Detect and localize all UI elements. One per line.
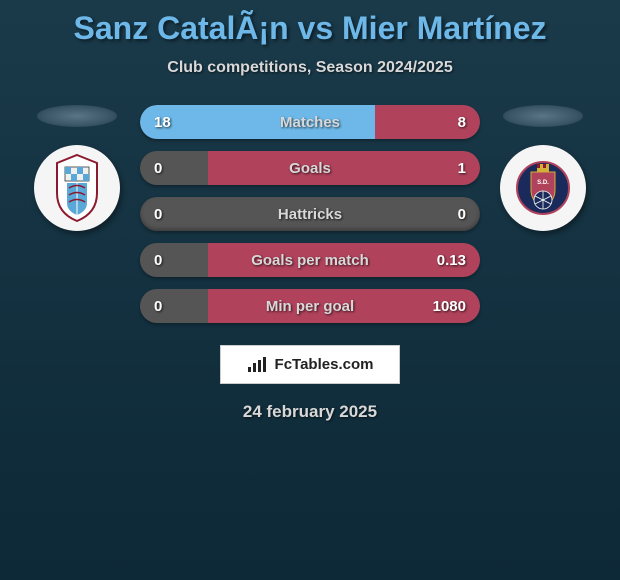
date-label: 24 february 2025	[0, 402, 620, 422]
svg-text:S.D.: S.D.	[537, 180, 549, 186]
stat-bar: 0 Min per goal 1080	[140, 289, 480, 323]
attribution-row: FcTables.com	[0, 345, 620, 384]
subtitle: Club competitions, Season 2024/2025	[0, 59, 620, 77]
main-row: 18 Matches 8 0 Goals 1 0 Hattricks 0 0 Goals per m…	[0, 105, 620, 323]
team-left-crest	[34, 145, 120, 231]
stat-bar: 18 Matches 8	[140, 105, 480, 139]
huesca-crest-icon: S.D.	[515, 160, 571, 216]
team-right-crest: S.D.	[500, 145, 586, 231]
stat-value-left: 0	[154, 298, 194, 315]
stat-label: Matches	[280, 114, 340, 131]
decorative-shadow	[503, 105, 583, 127]
stats-column: 18 Matches 8 0 Goals 1 0 Hattricks 0 0 Goals per m…	[140, 105, 480, 323]
stat-value-left: 18	[154, 114, 194, 131]
page-title: Sanz CatalÃ¡n vs Mier Martínez	[0, 10, 620, 47]
stat-label: Goals per match	[251, 252, 369, 269]
stat-value-right: 1080	[426, 298, 466, 315]
celta-crest-icon	[47, 153, 107, 223]
stat-value-left: 0	[154, 252, 194, 269]
decorative-shadow	[37, 105, 117, 127]
stat-value-right: 1	[426, 160, 466, 177]
stat-value-right: 0.13	[426, 252, 466, 269]
stat-label: Min per goal	[266, 298, 354, 315]
stat-value-right: 0	[426, 206, 466, 223]
stat-bar: 0 Goals per match 0.13	[140, 243, 480, 277]
team-left-column	[32, 105, 122, 231]
team-right-column: S.D.	[498, 105, 588, 231]
comparison-card: Sanz CatalÃ¡n vs Mier Martínez Club comp…	[0, 0, 620, 432]
stat-value-left: 0	[154, 206, 194, 223]
attribution-box[interactable]: FcTables.com	[220, 345, 401, 384]
stat-value-right: 8	[426, 114, 466, 131]
stat-label: Goals	[289, 160, 331, 177]
stat-bar: 0 Hattricks 0	[140, 197, 480, 231]
stat-label: Hattricks	[278, 206, 342, 223]
stat-value-left: 0	[154, 160, 194, 177]
bar-chart-icon	[247, 357, 269, 373]
attribution-text: FcTables.com	[275, 356, 374, 373]
stat-bar: 0 Goals 1	[140, 151, 480, 185]
